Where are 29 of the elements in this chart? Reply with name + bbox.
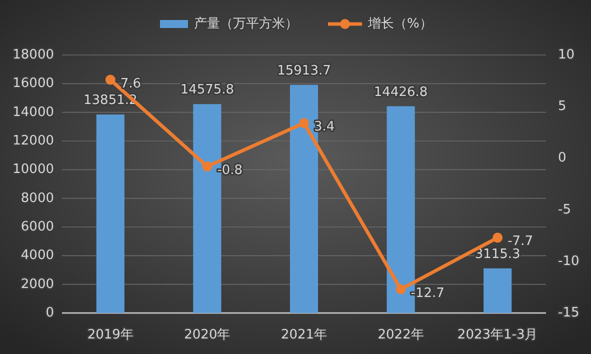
data-label: 15913.7 xyxy=(277,63,331,78)
y2-tick-label: -5 xyxy=(558,202,571,218)
y-tick-label: 6000 xyxy=(20,220,54,235)
y-tick-label: 4000 xyxy=(20,248,54,264)
y-tick-label: 12000 xyxy=(12,134,54,149)
data-label: 3115.3 xyxy=(474,246,520,262)
y-tick-label: 14000 xyxy=(12,104,54,120)
x-tick-label: 2021年 xyxy=(280,328,328,343)
y-tick-label: 0 xyxy=(46,306,54,321)
x-tick-label: 2020年 xyxy=(184,328,230,343)
x-tick-label: 2022年 xyxy=(378,328,424,343)
data-label: 7.6 xyxy=(120,76,142,92)
x-tick-label: 2019年 xyxy=(87,328,134,343)
data-label: 14426.8 xyxy=(374,84,428,100)
data-label: -7.7 xyxy=(508,234,533,250)
y-tick-label: 2000 xyxy=(20,276,54,292)
legend-label: 产量（万平方米） xyxy=(194,16,298,32)
y-tick-label: 16000 xyxy=(12,76,54,92)
y2-tick-label: -10 xyxy=(558,254,580,269)
y-tick-label: 18000 xyxy=(12,48,54,63)
data-label: 14575.8 xyxy=(180,82,234,98)
y-tick-label: 8000 xyxy=(20,190,54,206)
y-tick-label: 10000 xyxy=(12,162,54,178)
legend-label: 增长（%） xyxy=(367,16,432,32)
y2-tick-label: 0 xyxy=(558,150,566,166)
y2-tick-label: 5 xyxy=(558,99,566,114)
x-tick-label: 2023年1-3月 xyxy=(457,328,538,343)
y2-tick-label: 10 xyxy=(558,48,575,63)
y2-tick-label: -15 xyxy=(558,306,580,321)
